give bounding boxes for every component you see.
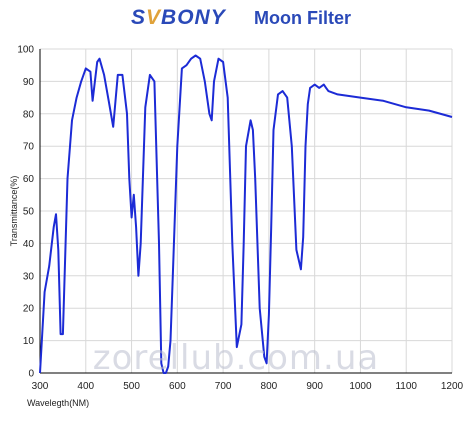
y-tick-label: 70: [23, 142, 35, 153]
chart-header: SVBONY Moon Filter: [0, 4, 472, 32]
y-axis-label: Transmittance(%): [9, 176, 19, 247]
x-tick-label: 800: [261, 381, 278, 392]
x-axis-label: Wavelegth(NM): [27, 398, 89, 408]
y-tick-label: 0: [28, 369, 34, 380]
x-tick-label: 600: [169, 381, 186, 392]
transmittance-curve: [39, 54, 453, 374]
chart-axes: [39, 49, 452, 374]
y-tick-label: 50: [23, 207, 35, 218]
y-tick-label: 30: [23, 271, 35, 282]
chart-title: Moon Filter: [254, 8, 351, 28]
y-tick-labels: 0 10 20 30 40 50 60 70 80 90 100: [17, 45, 34, 380]
x-tick-label: 900: [306, 381, 323, 392]
x-tick-labels: 300 400 500 600 700 800 900 1000 1100 1200: [32, 381, 464, 392]
y-tick-label: 100: [17, 45, 34, 56]
x-tick-label: 400: [77, 381, 94, 392]
y-tick-label: 40: [23, 239, 35, 250]
brand-logo: SVBONY: [131, 6, 226, 29]
x-tick-label: 700: [215, 381, 232, 392]
x-tick-label: 300: [32, 381, 49, 392]
x-tick-label: 1100: [395, 381, 417, 392]
y-tick-label: 60: [23, 174, 35, 185]
y-tick-label: 90: [23, 77, 35, 88]
x-tick-label: 1000: [349, 381, 372, 392]
x-tick-label: 500: [123, 381, 140, 392]
grid-lines: [40, 48, 453, 373]
y-tick-label: 80: [23, 109, 35, 120]
y-tick-label: 20: [23, 304, 35, 315]
y-tick-label: 10: [23, 336, 35, 347]
x-tick-label: 1200: [441, 381, 464, 392]
